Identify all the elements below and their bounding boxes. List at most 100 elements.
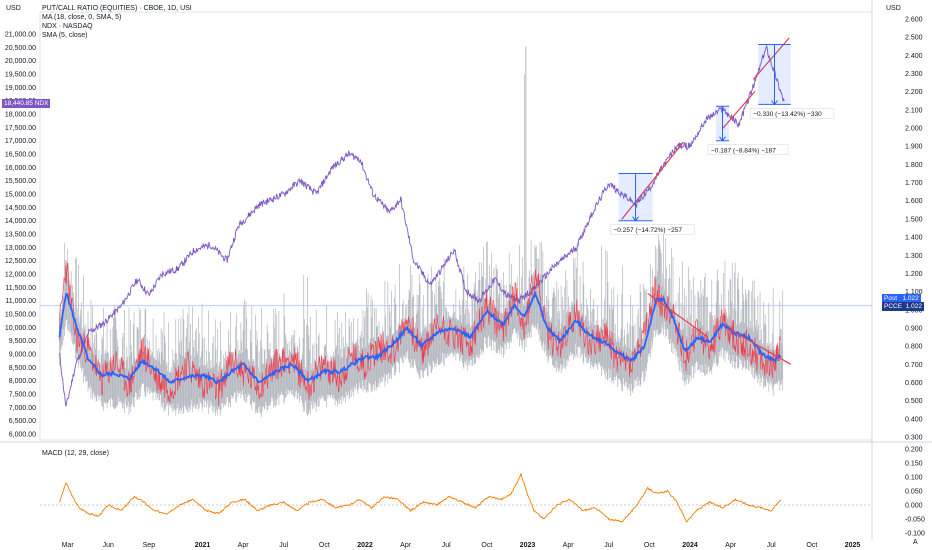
ratio-axis-tick: 2.300 (905, 71, 923, 78)
legend-ma: MA (18, close, 0, SMA, 5) (42, 14, 122, 21)
ratio-axis-tick: 1.200 (905, 271, 923, 278)
time-axis-tick: Apr (238, 542, 250, 549)
sma-line (59, 260, 782, 406)
ratio-axis-tick: 1.400 (905, 235, 923, 242)
ndx-axis-tick: 7,000.00 (9, 405, 36, 412)
macd-axis-tick: 0.150 (905, 461, 923, 468)
ratio-axis-tick: 2.500 (905, 35, 923, 42)
time-axis-tick: 2022 (357, 542, 373, 549)
legend-sma: SMA (5, close) (42, 32, 88, 39)
ratio-axis-tick: 2.600 (905, 17, 923, 24)
measure-label: −0.257 (−14.72%) −257 (614, 227, 683, 234)
ndx-axis-tick: 12,000.00 (5, 272, 36, 279)
pcce-tag-label: PCCE (884, 303, 903, 310)
ratio-axis-tick: 1.500 (905, 216, 923, 223)
ndx-axis-tick: 11,500.00 (5, 285, 36, 292)
ndx-axis-tick: 17,500.00 (5, 125, 36, 132)
time-axis-tick: Oct (319, 542, 330, 549)
ndx-price-tag[interactable]: 18,440.85 NDX (2, 99, 51, 108)
time-axis-tick: Apr (563, 542, 575, 549)
time-axis-tick: Apr (725, 542, 737, 549)
left-currency-label: USD (6, 5, 21, 12)
trendline (621, 141, 684, 220)
time-axis-tick: Jul (442, 542, 451, 549)
macd-axis-tick: -0.100 (905, 531, 925, 538)
ratio-axis-tick: 1.800 (905, 162, 923, 169)
ndx-axis-tick: 7,500.00 (9, 392, 36, 399)
pcce-tag[interactable]: PCCE 1.022 (882, 302, 924, 311)
ndx-price-symbol: NDX (34, 100, 49, 107)
time-axis-tick: 2024 (682, 542, 698, 549)
ndx-axis-tick: 14,000.00 (5, 218, 36, 225)
right-currency-label: USD (886, 5, 901, 12)
measure-label: −0.330 (−13.42%) −330 (753, 111, 822, 118)
time-axis-tick: 2025 (845, 542, 861, 549)
ndx-axis-tick: 14,500.00 (5, 205, 36, 212)
ndx-axis-tick: 9,500.00 (9, 338, 36, 345)
ndx-axis-tick: 21,000.00 (5, 32, 36, 39)
measure-arrowhead (719, 136, 726, 142)
ratio-axis-tick: 0.800 (905, 344, 923, 351)
ratio-axis-tick: 0.300 (905, 435, 923, 442)
time-axis-tick: 2023 (520, 542, 536, 549)
ndx-axis-tick: 8,000.00 (9, 378, 36, 385)
ndx-line (59, 44, 785, 407)
time-axis-tick: Oct (481, 542, 492, 549)
ma-line (58, 290, 782, 385)
macd-axis-tick: 0.100 (905, 475, 923, 482)
ndx-axis-tick: 18,000.00 (5, 112, 36, 119)
measure-label-box (610, 224, 695, 235)
macd-axis-tick: -0.050 (905, 517, 925, 524)
ratio-axis-tick: 2.400 (905, 53, 923, 60)
auto-scale-button[interactable]: A (913, 539, 918, 546)
macd-axis-tick: 0.200 (905, 447, 923, 454)
ndx-axis-tick: 13,500.00 (5, 232, 36, 239)
ndx-axis-tick: 13,000.00 (5, 245, 36, 252)
ratio-axis-tick: 0.500 (905, 398, 923, 405)
pcce-tag-value: 1.022 (905, 303, 922, 310)
annotations-layer: −0.257 (−14.72%) −257 −0.187 (−8.84%) −18… (610, 37, 835, 365)
legend-ndx: NDX · NASDAQ (42, 23, 93, 30)
measure-label: −0.187 (−8.84%) −187 (711, 147, 776, 154)
measure-arrowhead (771, 100, 778, 106)
time-axis-tick: Oct (644, 542, 655, 549)
macd-axis-tick: 0.000 (905, 503, 923, 510)
ratio-axis-tick: 2.200 (905, 89, 923, 96)
ndx-axis-tick: 19,000.00 (5, 85, 36, 92)
trendline (647, 292, 709, 338)
ndx-price-value: 18,440.85 (4, 100, 33, 107)
measure-arrowhead (632, 216, 639, 222)
trendline (727, 327, 792, 365)
measure-label-box (707, 144, 789, 156)
measure-label-box (750, 108, 835, 119)
ndx-axis-tick: 16,500.00 (5, 152, 36, 159)
ratio-axis-tick: 0.900 (905, 325, 923, 332)
ndx-axis-tick: 10,500.00 (5, 312, 36, 319)
time-axis-tick: Sep (143, 542, 156, 549)
time-axis-tick: Jun (103, 542, 114, 549)
time-axis-tick: Mar (62, 542, 75, 549)
ndx-axis-tick: 6,000.00 (9, 432, 36, 439)
time-axis-tick: Jul (279, 542, 288, 549)
post-tag-value: 1.022 (902, 295, 919, 302)
time-axis-tick: Jul (604, 542, 613, 549)
ndx-axis-tick: 17,000.00 (5, 138, 36, 145)
post-tag-label: Post (884, 295, 898, 302)
ndx-axis-tick: 16,000.00 (5, 165, 36, 172)
macd-legend: MACD (12, 29, close) (42, 450, 109, 457)
ndx-axis-tick: 15,000.00 (5, 192, 36, 199)
ratio-axis-tick: 1.900 (905, 144, 923, 151)
trendline (722, 90, 756, 130)
post-tag[interactable]: Post 1.022 (882, 294, 921, 303)
time-axis-tick: Apr (400, 542, 412, 549)
macd-axis-tick: 0.050 (905, 489, 923, 496)
time-axis-tick: Jul (767, 542, 776, 549)
ndx-axis-tick: 19,500.00 (5, 72, 36, 79)
legend: PUT/CALL RATIO (EQUITIES) · CBOE, 1D, US… (42, 4, 192, 40)
ndx-axis-tick: 12,500.00 (5, 258, 36, 265)
time-axis-tick: 2021 (195, 542, 211, 549)
ratio-axis-tick: 1.600 (905, 198, 923, 205)
ndx-axis-tick: 8,500.00 (9, 365, 36, 372)
